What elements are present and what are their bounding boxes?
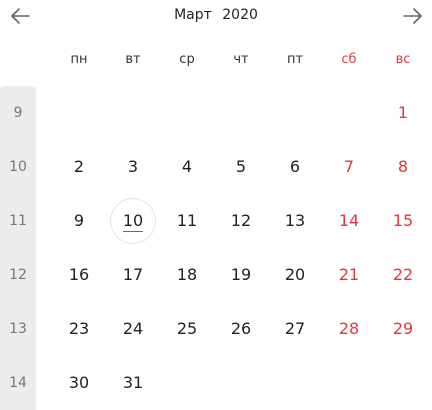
day-cell[interactable]: 11 — [165, 199, 209, 243]
calendar-grid: 1 2 3 4 5 6 7 8 9 10 11 12 13 14 15 16 17 18 19 20 21 22 23 24 2… — [52, 86, 432, 410]
weekday-label: вт — [125, 52, 141, 67]
day-cell[interactable]: 20 — [273, 253, 317, 297]
day-cell[interactable]: 23 — [57, 307, 101, 351]
day-cell[interactable]: 14 — [327, 199, 371, 243]
day-cell[interactable]: 9 — [57, 199, 101, 243]
day-number: 11 — [176, 211, 198, 230]
day-number: 25 — [176, 319, 198, 338]
day-number: 28 — [338, 319, 360, 338]
day-number: 31 — [122, 373, 144, 392]
day-cell[interactable]: 31 — [111, 361, 155, 405]
day-cell[interactable]: 29 — [381, 307, 425, 351]
weekday-label: чт — [233, 52, 249, 67]
day-cell[interactable]: 27 — [273, 307, 317, 351]
day-cell[interactable]: 7 — [327, 145, 371, 189]
day-cell[interactable]: 2 — [57, 145, 101, 189]
weekday-label: пт — [286, 52, 304, 67]
day-number: 8 — [397, 157, 409, 176]
day-number: 14 — [338, 211, 360, 230]
day-number: 19 — [230, 265, 252, 284]
day-cell[interactable]: 18 — [165, 253, 209, 297]
day-number: 10 — [122, 211, 144, 232]
day-number: 6 — [289, 157, 301, 176]
day-number: 29 — [392, 319, 414, 338]
week-number: 9 — [13, 105, 23, 121]
week-number: 14 — [9, 375, 27, 391]
day-cell[interactable]: 12 — [219, 199, 263, 243]
day-cell[interactable]: 24 — [111, 307, 155, 351]
day-cell[interactable]: 21 — [327, 253, 371, 297]
prev-month-button[interactable] — [7, 4, 35, 28]
day-number: 3 — [127, 157, 139, 176]
day-cell[interactable]: 15 — [381, 199, 425, 243]
day-number: 2 — [73, 157, 85, 176]
next-month-button[interactable] — [398, 4, 426, 28]
year-label: 2020 — [222, 7, 258, 23]
day-number: 1 — [397, 103, 409, 122]
week-number: 11 — [9, 213, 27, 229]
day-cell[interactable]: 6 — [273, 145, 317, 189]
month-year-title[interactable]: Март 2020 — [0, 7, 432, 23]
arrow-right-icon — [398, 4, 426, 28]
day-cell[interactable]: 22 — [381, 253, 425, 297]
weekday-header-row: пн вт ср чт пт сб вс — [52, 52, 432, 68]
day-number: 21 — [338, 265, 360, 284]
day-number: 22 — [392, 265, 414, 284]
day-cell[interactable]: 16 — [57, 253, 101, 297]
day-number: 4 — [181, 157, 193, 176]
day-cell-today[interactable]: 10 — [111, 199, 155, 243]
day-number: 18 — [176, 265, 198, 284]
day-number: 7 — [343, 157, 355, 176]
day-number: 12 — [230, 211, 252, 230]
day-number: 27 — [284, 319, 306, 338]
day-number: 24 — [122, 319, 144, 338]
day-cell[interactable]: 30 — [57, 361, 101, 405]
day-cell[interactable]: 4 — [165, 145, 209, 189]
weekday-label: ср — [179, 52, 195, 67]
day-number: 30 — [68, 373, 90, 392]
day-number: 5 — [235, 157, 247, 176]
day-cell[interactable]: 13 — [273, 199, 317, 243]
day-cell[interactable]: 19 — [219, 253, 263, 297]
day-cell[interactable]: 28 — [327, 307, 371, 351]
day-cell[interactable]: 26 — [219, 307, 263, 351]
month-label: Март — [174, 7, 212, 23]
day-cell[interactable]: 3 — [111, 145, 155, 189]
day-number: 20 — [284, 265, 306, 284]
day-number: 15 — [392, 211, 414, 230]
week-number-column: 9 10 11 12 13 14 — [0, 86, 36, 410]
day-cell[interactable]: 25 — [165, 307, 209, 351]
arrow-left-icon — [7, 4, 35, 28]
week-number: 13 — [9, 321, 27, 337]
week-number: 12 — [9, 267, 27, 283]
day-number: 26 — [230, 319, 252, 338]
day-number: 23 — [68, 319, 90, 338]
weekday-label: вс — [395, 52, 411, 67]
weekday-label: сб — [341, 52, 357, 67]
day-cell[interactable]: 17 — [111, 253, 155, 297]
day-number: 17 — [122, 265, 144, 284]
week-number: 10 — [9, 159, 27, 175]
day-cell[interactable]: 5 — [219, 145, 263, 189]
day-number: 16 — [68, 265, 90, 284]
day-cell[interactable]: 1 — [381, 91, 425, 135]
day-cell[interactable]: 8 — [381, 145, 425, 189]
day-number: 13 — [284, 211, 306, 230]
day-number: 9 — [73, 211, 85, 230]
weekday-label: пн — [70, 52, 88, 67]
